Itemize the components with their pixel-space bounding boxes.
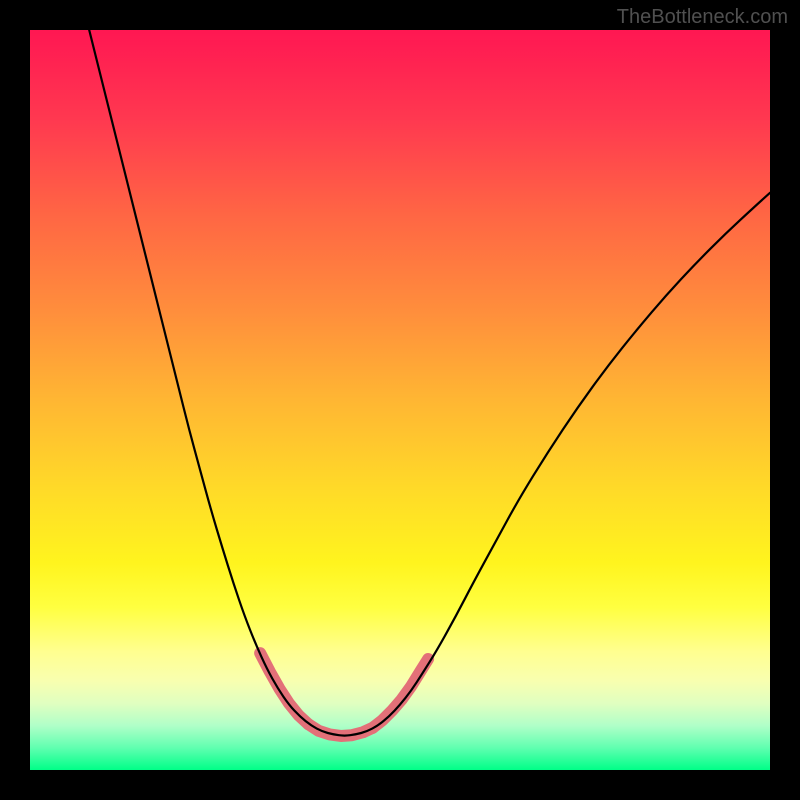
plot-area: [30, 30, 770, 770]
curve-layer: [30, 30, 770, 770]
v-curve: [89, 30, 770, 736]
pink-segment-left: [260, 653, 308, 724]
pink-segment-right: [373, 659, 429, 728]
watermark-text: TheBottleneck.com: [617, 6, 788, 29]
